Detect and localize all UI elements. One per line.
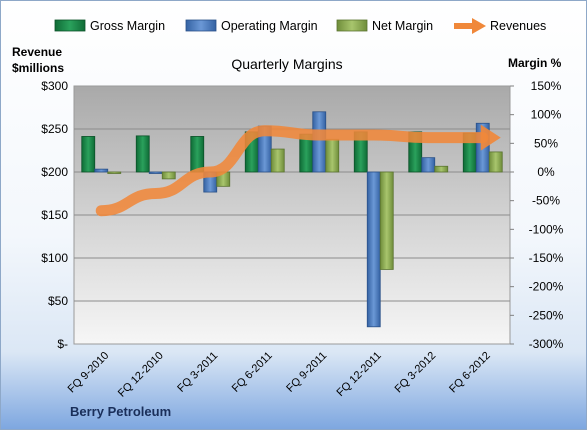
legend-label: Revenues [490, 19, 546, 33]
bar-net-margin [488, 151, 503, 173]
bar-net-margin [161, 171, 176, 180]
legend-swatch [185, 19, 217, 32]
left-tick-label: $- [57, 337, 68, 351]
left-axis-title-line2: $millions [12, 61, 64, 75]
left-tick-label: $150 [41, 208, 68, 222]
bar-operating-margin [312, 111, 327, 173]
bar-operating-margin [421, 157, 436, 173]
left-axis-ticks: $- $50 $100 $150 $200 $250 $300 [41, 79, 68, 351]
right-axis-title: Margin % [508, 56, 562, 70]
bar-net-margin [325, 138, 340, 173]
right-tick-label: 100% [531, 108, 562, 122]
bar-net-margin [379, 171, 394, 270]
category-label: FQ 9-2011 [284, 350, 329, 395]
category-label: FQ 6-2011 [230, 350, 275, 395]
bar-series [81, 111, 503, 328]
right-tick-label: -300% [529, 337, 564, 351]
right-tick-label: -150% [529, 251, 564, 265]
right-tick-label: -200% [529, 280, 564, 294]
bar-gross-margin [190, 136, 205, 173]
left-tick-label: $100 [41, 251, 68, 265]
category-label: FQ 12-2011 [334, 350, 383, 399]
left-tick-label: $250 [41, 122, 68, 136]
category-label: FQ 9-2010 [66, 350, 112, 396]
legend-label: Net Margin [372, 19, 433, 33]
chart-title: Quarterly Margins [231, 56, 342, 72]
legend-swatch [54, 19, 86, 32]
legend-label: Gross Margin [90, 19, 165, 33]
right-tick-label: 50% [534, 136, 558, 150]
category-label: FQ 3-2011 [175, 350, 220, 395]
right-tick-label: 150% [531, 79, 562, 93]
left-tick-label: $50 [48, 294, 68, 308]
revenue-arrowhead [480, 124, 501, 151]
legend-label: Operating Margin [221, 19, 318, 33]
bar-net-margin [107, 171, 122, 174]
category-label: FQ 12-2010 [116, 350, 166, 400]
category-label: FQ 6-2012 [447, 350, 493, 396]
company-footer: Berry Petroleum [70, 404, 171, 419]
bar-net-margin [270, 148, 285, 173]
right-tick-label: -250% [529, 308, 564, 322]
bar-operating-margin [366, 171, 381, 328]
right-tick-label: -100% [529, 222, 564, 236]
bar-operating-margin [148, 171, 163, 174]
right-axis-ticks: -300% -250% -200% -150% -100% -50% 0% 50% 100% 15… [510, 79, 564, 351]
left-tick-label: $300 [41, 79, 68, 93]
revenue-line [95, 124, 501, 217]
revenue-line-path [95, 125, 489, 217]
legend-arrow-swatch [472, 18, 486, 34]
category-axis: FQ 9-2010 FQ 12-2010 FQ 3-2011 FQ 6-2011 FQ … [66, 350, 493, 400]
legend-swatch [336, 19, 368, 32]
right-tick-label: -50% [532, 194, 560, 208]
category-label: FQ 3-2012 [393, 350, 439, 396]
bar-gross-margin [135, 135, 150, 173]
left-axis-title-line1: Revenue [12, 45, 62, 59]
bar-operating-margin [94, 168, 109, 173]
bar-net-margin [434, 165, 449, 173]
legend: Gross Margin Operating Margin Net Margin Re… [54, 18, 546, 34]
left-tick-label: $200 [41, 165, 68, 179]
bar-gross-margin [81, 136, 96, 173]
right-tick-label: 0% [537, 165, 555, 179]
